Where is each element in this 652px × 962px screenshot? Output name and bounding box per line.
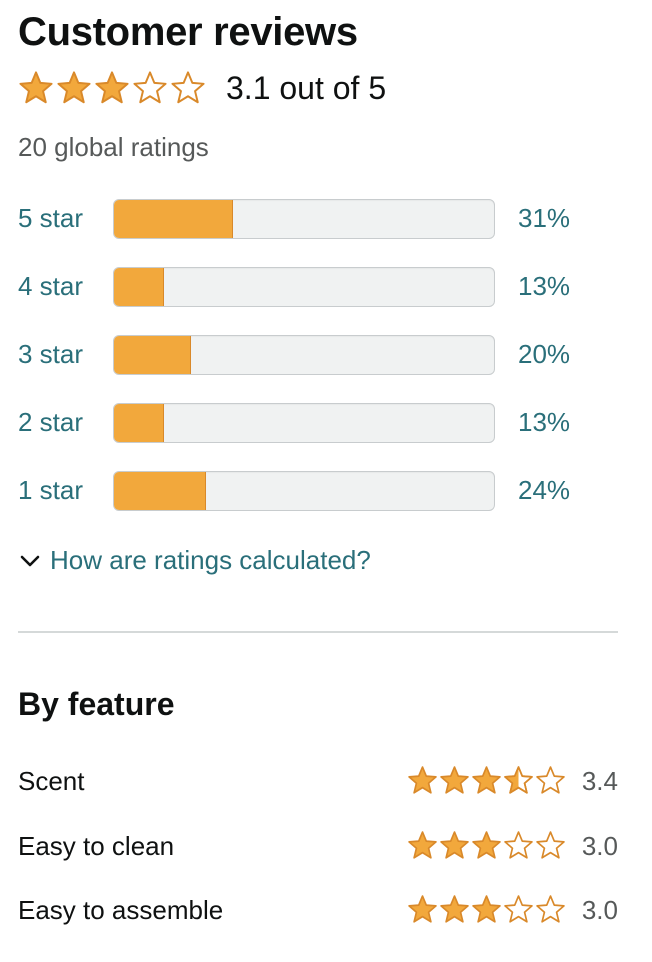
star-empty-icon (536, 895, 565, 923)
feature-name: Easy to assemble (18, 895, 224, 925)
histogram-row-3-star[interactable]: 3 star 20% (18, 335, 618, 375)
feature-row-easy-to-clean: Easy to clean 3.0 (18, 827, 618, 867)
histogram-row-4-star[interactable]: 4 star 13% (18, 267, 618, 307)
histogram-percent[interactable]: 13% (518, 271, 571, 301)
histogram-label[interactable]: 4 star (18, 271, 84, 301)
feature-row-scent: Scent 3.4 (18, 762, 618, 802)
star-full-icon (95, 71, 129, 104)
feature-row-easy-to-assemble: Easy to assemble 3.0 (18, 891, 618, 931)
star-full-icon (408, 766, 437, 794)
feature-rating-stars (407, 765, 566, 796)
histogram-bar-fill (114, 472, 207, 510)
feature-name: Scent (18, 766, 85, 796)
average-rating-stars[interactable] (18, 70, 206, 106)
histogram-bar-fill (114, 268, 165, 306)
star-full-icon (408, 831, 437, 859)
star-full-icon (472, 831, 501, 859)
star-full-icon (19, 71, 53, 104)
feature-name: Easy to clean (18, 831, 175, 861)
star-empty-icon (504, 831, 533, 859)
star-empty-icon (504, 895, 533, 923)
histogram-label[interactable]: 3 star (18, 339, 84, 369)
star-full-icon (408, 895, 437, 923)
histogram-percent[interactable]: 13% (518, 407, 571, 437)
histogram-bar[interactable] (113, 267, 495, 307)
star-full-icon (472, 895, 501, 923)
star-half-icon (504, 766, 533, 794)
histogram-percent[interactable]: 31% (518, 203, 571, 233)
histogram-row-2-star[interactable]: 2 star 13% (18, 403, 618, 443)
histogram-bar-fill (114, 404, 165, 442)
histogram-bar-fill (114, 336, 191, 374)
ratings-calculation-link[interactable]: How are ratings calculated? (50, 545, 371, 575)
feature-rating-stars (407, 830, 566, 861)
star-empty-icon (536, 766, 565, 794)
rating-summary: 3.1 out of 5 (18, 66, 386, 110)
histogram-bar[interactable] (113, 335, 495, 375)
chevron-down-icon (20, 555, 40, 566)
star-empty-icon (171, 71, 205, 104)
feature-rating-score: 3.0 (581, 831, 618, 861)
histogram-label[interactable]: 1 star (18, 475, 84, 505)
histogram-bar[interactable] (113, 471, 495, 511)
star-empty-icon (536, 831, 565, 859)
histogram-bar[interactable] (113, 199, 495, 239)
ratings-calculation-toggle[interactable]: How are ratings calculated? (18, 545, 371, 576)
star-empty-icon (133, 71, 167, 104)
histogram-row-1-star[interactable]: 1 star 24% (18, 471, 618, 511)
feature-rating-score: 3.4 (581, 766, 618, 796)
star-full-icon (440, 766, 469, 794)
average-rating-text: 3.1 out of 5 (226, 69, 387, 106)
histogram-percent[interactable]: 20% (518, 339, 571, 369)
histogram-row-5-star[interactable]: 5 star 31% (18, 199, 618, 239)
feature-rating-score: 3.0 (581, 895, 618, 925)
star-full-icon (57, 71, 91, 104)
histogram-percent[interactable]: 24% (518, 475, 571, 505)
section-divider (18, 631, 618, 633)
histogram-bar[interactable] (113, 403, 495, 443)
global-ratings-count: 20 global ratings (18, 132, 209, 162)
histogram-bar-fill (114, 200, 233, 238)
feature-rating-stars (407, 894, 566, 925)
by-feature-title: By feature (18, 686, 175, 722)
star-full-icon (440, 895, 469, 923)
section-title: Customer reviews (18, 10, 358, 54)
star-full-icon (472, 766, 501, 794)
histogram-label[interactable]: 5 star (18, 203, 84, 233)
star-full-icon (440, 831, 469, 859)
histogram-label[interactable]: 2 star (18, 407, 84, 437)
